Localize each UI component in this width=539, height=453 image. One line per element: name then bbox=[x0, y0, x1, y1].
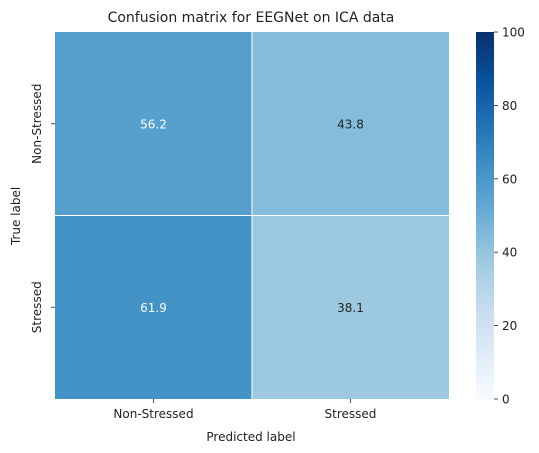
colorbar-axis: 0 20 40 60 80 100 bbox=[494, 26, 525, 407]
x-tick-label: Non-Stressed bbox=[113, 407, 193, 421]
x-tick-label: Stressed bbox=[325, 407, 377, 421]
colorbar-tick-label: 0 bbox=[502, 393, 510, 407]
cell-value-label: 56.2 bbox=[140, 117, 167, 131]
heatmap-cells: 56.2 43.8 61.9 38.1 bbox=[55, 32, 449, 399]
heatmap-cell bbox=[55, 215, 252, 399]
heatmap-cell bbox=[55, 32, 252, 216]
colorbar-tick-label: 40 bbox=[502, 246, 517, 260]
colorbar-tick-label: 60 bbox=[502, 172, 517, 186]
cell-value-label: 43.8 bbox=[337, 117, 364, 131]
x-axis-label: Predicted label bbox=[206, 430, 295, 444]
y-tick-label: Stressed bbox=[30, 281, 44, 333]
cell-value-label: 38.1 bbox=[337, 301, 364, 315]
y-tick-label: Non-Stressed bbox=[30, 84, 44, 164]
colorbar-tick-label: 100 bbox=[502, 26, 525, 40]
y-axis: Non-Stressed Stressed bbox=[30, 84, 55, 333]
heatmap-cell bbox=[252, 32, 449, 216]
colorbar bbox=[476, 32, 494, 399]
heatmap-cell bbox=[252, 215, 449, 399]
colorbar-tick-label: 80 bbox=[502, 99, 517, 113]
chart-title: Confusion matrix for EEGNet on ICA data bbox=[108, 10, 395, 26]
y-axis-label: True label bbox=[9, 187, 23, 246]
x-axis: Non-Stressed Stressed bbox=[113, 399, 376, 421]
colorbar-tick-label: 20 bbox=[502, 319, 517, 333]
cell-value-label: 61.9 bbox=[140, 301, 167, 315]
